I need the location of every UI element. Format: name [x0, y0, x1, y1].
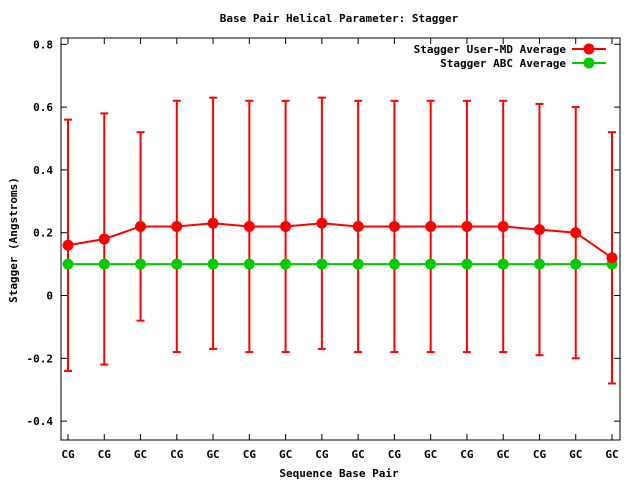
x-tick-label: CG	[170, 448, 184, 461]
user-md-average-point	[62, 239, 74, 251]
x-tick-label: GC	[424, 448, 437, 461]
x-axis-label: Sequence Base Pair	[279, 467, 399, 480]
y-tick-label: 0.8	[33, 38, 53, 51]
user-md-average-point	[171, 220, 183, 232]
user-md-average-point	[425, 220, 437, 232]
abc-average-point	[135, 258, 147, 270]
y-tick-label: 0	[46, 290, 53, 303]
abc-average-point	[171, 258, 183, 270]
y-tick-label: 0.4	[33, 164, 53, 177]
plot-frame	[60, 37, 621, 441]
y-axis-label: Stagger (Angstroms)	[7, 177, 20, 303]
abc-average-point	[570, 258, 582, 270]
x-tick-label: CG	[315, 448, 329, 461]
x-tick-label: GC	[279, 448, 292, 461]
x-tick-label: CG	[460, 448, 474, 461]
abc-average-point	[352, 258, 364, 270]
user-md-average-point	[533, 224, 545, 236]
abc-average-point	[533, 258, 545, 270]
user-md-average-point	[243, 220, 255, 232]
plot-axes: -0.4 -0.2 0 0.2 0.4 0.6 0.8 CG CG GC CG GC CG GC CG GC C…	[27, 37, 621, 461]
abc-average-point	[207, 258, 219, 270]
abc-average-point	[280, 258, 292, 270]
abc-average-point	[461, 258, 473, 270]
abc-average-point	[316, 258, 328, 270]
user-md-average-point	[316, 217, 328, 229]
x-tick-label: CG	[388, 448, 402, 461]
series-layer	[62, 96, 618, 385]
abc-average-point	[497, 258, 509, 270]
user-md-average-point	[135, 220, 147, 232]
abc-average-point	[62, 258, 74, 270]
abc-average-point	[243, 258, 255, 270]
legend-swatch-marker	[583, 57, 595, 69]
user-md-average-point	[98, 233, 110, 245]
y-tick-label: -0.2	[27, 352, 54, 365]
user-md-average-point	[497, 220, 509, 232]
y-tick-label: -0.4	[27, 415, 54, 428]
user-md-average-point	[352, 220, 364, 232]
user-md-average-point	[207, 217, 219, 229]
x-tick-label: CG	[533, 448, 547, 461]
user-md-average-point	[570, 227, 582, 239]
abc-average-point	[388, 258, 400, 270]
abc-average-point	[98, 258, 110, 270]
user-md-average-point	[461, 220, 473, 232]
user-md-average-line	[67, 222, 613, 259]
chart-title: Base Pair Helical Parameter: Stagger	[220, 12, 459, 25]
user-md-average-point	[388, 220, 400, 232]
x-tick-label: CG	[243, 448, 257, 461]
legend-swatch-marker	[583, 43, 595, 55]
x-tick-label: GC	[605, 448, 618, 461]
y-tick-label: 0.2	[33, 227, 53, 240]
x-tick-label: GC	[352, 448, 365, 461]
user-md-average-point	[280, 220, 292, 232]
legend-label: Stagger ABC Average	[440, 57, 566, 70]
x-tick-label: GC	[569, 448, 582, 461]
x-tick-label: GC	[134, 448, 147, 461]
x-tick-label: GC	[206, 448, 219, 461]
x-tick-label: CG	[61, 448, 75, 461]
x-tick-label: CG	[98, 448, 112, 461]
user-md-average-point	[606, 252, 618, 264]
y-tick-label: 0.6	[33, 101, 53, 114]
legend-label: Stagger User-MD Average	[414, 43, 567, 56]
abc-average-point	[425, 258, 437, 270]
x-tick-label: GC	[497, 448, 510, 461]
